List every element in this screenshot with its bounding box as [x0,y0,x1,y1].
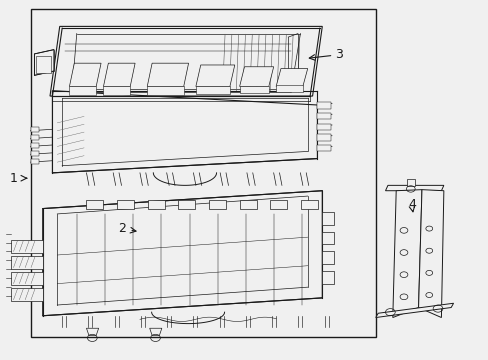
Bar [103,86,130,95]
Polygon shape [147,63,188,86]
Bar [270,200,287,208]
Bar [317,123,330,130]
Bar [317,102,330,109]
Polygon shape [50,26,322,96]
Polygon shape [34,50,54,75]
Bar [317,134,330,141]
Bar [30,135,39,140]
Polygon shape [239,67,273,86]
Bar [300,200,317,208]
Bar [239,200,256,208]
Bar [407,179,414,186]
Bar [322,232,334,244]
Polygon shape [392,190,421,318]
Bar [178,200,195,208]
Bar [11,240,42,253]
Bar [11,256,42,269]
Bar [276,85,302,93]
Bar [117,200,134,208]
Bar [196,86,229,94]
Bar [30,151,39,156]
Bar [322,271,334,284]
Bar [322,251,334,264]
Bar [317,145,330,152]
Bar [317,113,330,119]
Polygon shape [69,63,101,86]
Bar [86,200,103,208]
Polygon shape [196,65,234,86]
Polygon shape [375,303,453,318]
Bar [30,143,39,148]
Polygon shape [418,190,443,318]
Polygon shape [42,191,322,316]
Bar [239,86,268,93]
Text: 2: 2 [118,222,125,235]
Polygon shape [385,185,443,191]
Bar [11,288,42,301]
Text: 1: 1 [10,172,18,185]
Bar [11,272,42,285]
Bar [30,158,39,164]
Text: 3: 3 [335,49,343,62]
Bar [30,9,375,337]
Bar [322,212,334,225]
Text: 4: 4 [407,198,415,211]
Polygon shape [52,91,317,173]
Bar [69,86,96,95]
Polygon shape [86,328,99,336]
Bar [30,127,39,132]
Polygon shape [149,328,162,336]
Polygon shape [103,63,135,86]
Bar [147,86,183,95]
Bar [208,200,225,208]
Bar [36,56,51,73]
Polygon shape [276,68,307,86]
Bar [147,200,164,208]
